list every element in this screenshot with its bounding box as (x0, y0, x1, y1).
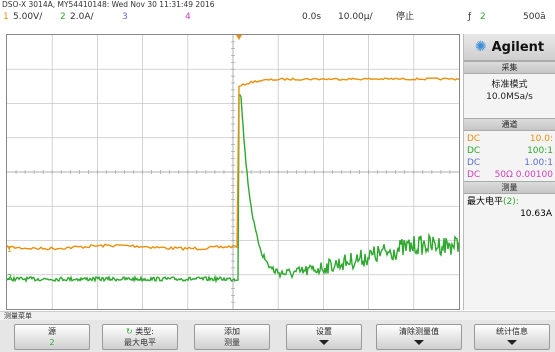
time-scale[interactable]: 10.00µ/ (338, 12, 373, 22)
probe: 1.00:1 (524, 158, 553, 168)
submenu-arrow-icon (507, 340, 517, 345)
menu-title: 测量菜单 (0, 311, 555, 320)
coupling: DC (467, 170, 481, 180)
softkey-bar: 源 2 ↻ 类型: 最大电平 添加 测量 设置 清除测量值 统计信息 (0, 320, 555, 352)
run-state[interactable]: 停止 (396, 12, 415, 22)
clear-measurements-softkey[interactable]: 清除测量值 (376, 324, 462, 350)
waveform-display[interactable]: 1 2 (6, 34, 460, 310)
ch1-trace (7, 77, 459, 252)
acquire-rate: 10.0MSa/s (486, 92, 533, 102)
channel-status-bar: 1 5.00V/ 2 2.0A/ 3 4 0.0s 10.00µ/ 停止 ƒ 2… (0, 10, 555, 24)
acquire-title: 采集 (464, 61, 555, 74)
instrument-header: DSO-X 3014A, MY54410148: Wed Nov 30 11:3… (2, 0, 215, 9)
acquire-info: 标准模式 10.0MSa/s (464, 74, 555, 118)
source-softkey[interactable]: 源 2 (14, 324, 90, 350)
ch2-ground-marker: 2 (7, 273, 12, 282)
ch2-trace (7, 94, 459, 284)
sidebar-panel: ✺ Agilent 采集 标准模式 10.0MSa/s 通道 DC 10.0: D… (463, 34, 555, 310)
ch2-number[interactable]: 2 (60, 12, 66, 22)
type-softkey[interactable]: ↻ 类型: 最大电平 (102, 324, 178, 350)
probe: 10.0: (529, 134, 553, 144)
trigger-source[interactable]: 2 (480, 12, 486, 22)
ch2-scale[interactable]: 2.0A/ (70, 12, 94, 22)
agilent-spark-icon: ✺ (474, 39, 487, 55)
ch1-number[interactable]: 1 (3, 12, 9, 22)
settings-softkey[interactable]: 设置 (286, 324, 362, 350)
measurement-readout: 最大电平(2): 10.63A (464, 194, 555, 222)
measurement-source: (2): (503, 197, 519, 207)
ch1-scale[interactable]: 5.00V/ (13, 12, 43, 22)
trigger-level[interactable]: 500ā (523, 12, 546, 22)
brand-logo: ✺ Agilent (464, 34, 555, 61)
coupling: DC (467, 134, 481, 144)
acquire-mode: 标准模式 (491, 80, 528, 90)
channel-row: DC 1.00:1 (464, 157, 555, 169)
measurement-name: 最大电平 (467, 197, 504, 207)
channel-list: DC 10.0: DC 100:1 DC 1.00:1 DC 50Ω 0.00100 (464, 131, 555, 181)
channel-row: DC 50Ω 0.00100 (464, 169, 555, 181)
add-measurement-softkey[interactable]: 添加 测量 (194, 324, 270, 350)
measurement-value: 10.63A (520, 209, 552, 219)
coupling: DC (467, 146, 481, 156)
probe: 50Ω 0.00100 (494, 170, 553, 180)
ch1-ground-marker: 1 (7, 245, 12, 254)
submenu-arrow-icon (319, 340, 329, 345)
trigger-position-marker (236, 35, 242, 40)
rotate-knob-icon: ↻ (126, 327, 133, 336)
statistics-softkey[interactable]: 统计信息 (474, 324, 550, 350)
channels-title: 通道 (464, 118, 555, 131)
ch3-number[interactable]: 3 (122, 12, 128, 22)
time-delay[interactable]: 0.0s (302, 12, 322, 22)
ch4-number[interactable]: 4 (185, 12, 191, 22)
trigger-symbol: ƒ (468, 12, 472, 22)
probe: 100:1 (527, 146, 553, 156)
measure-title: 测量 (464, 181, 555, 194)
channel-row: DC 10.0: (464, 133, 555, 145)
channel-row: DC 100:1 (464, 145, 555, 157)
waveform-graticule: 1 2 (7, 35, 459, 309)
submenu-arrow-icon (414, 340, 424, 345)
coupling: DC (467, 158, 481, 168)
